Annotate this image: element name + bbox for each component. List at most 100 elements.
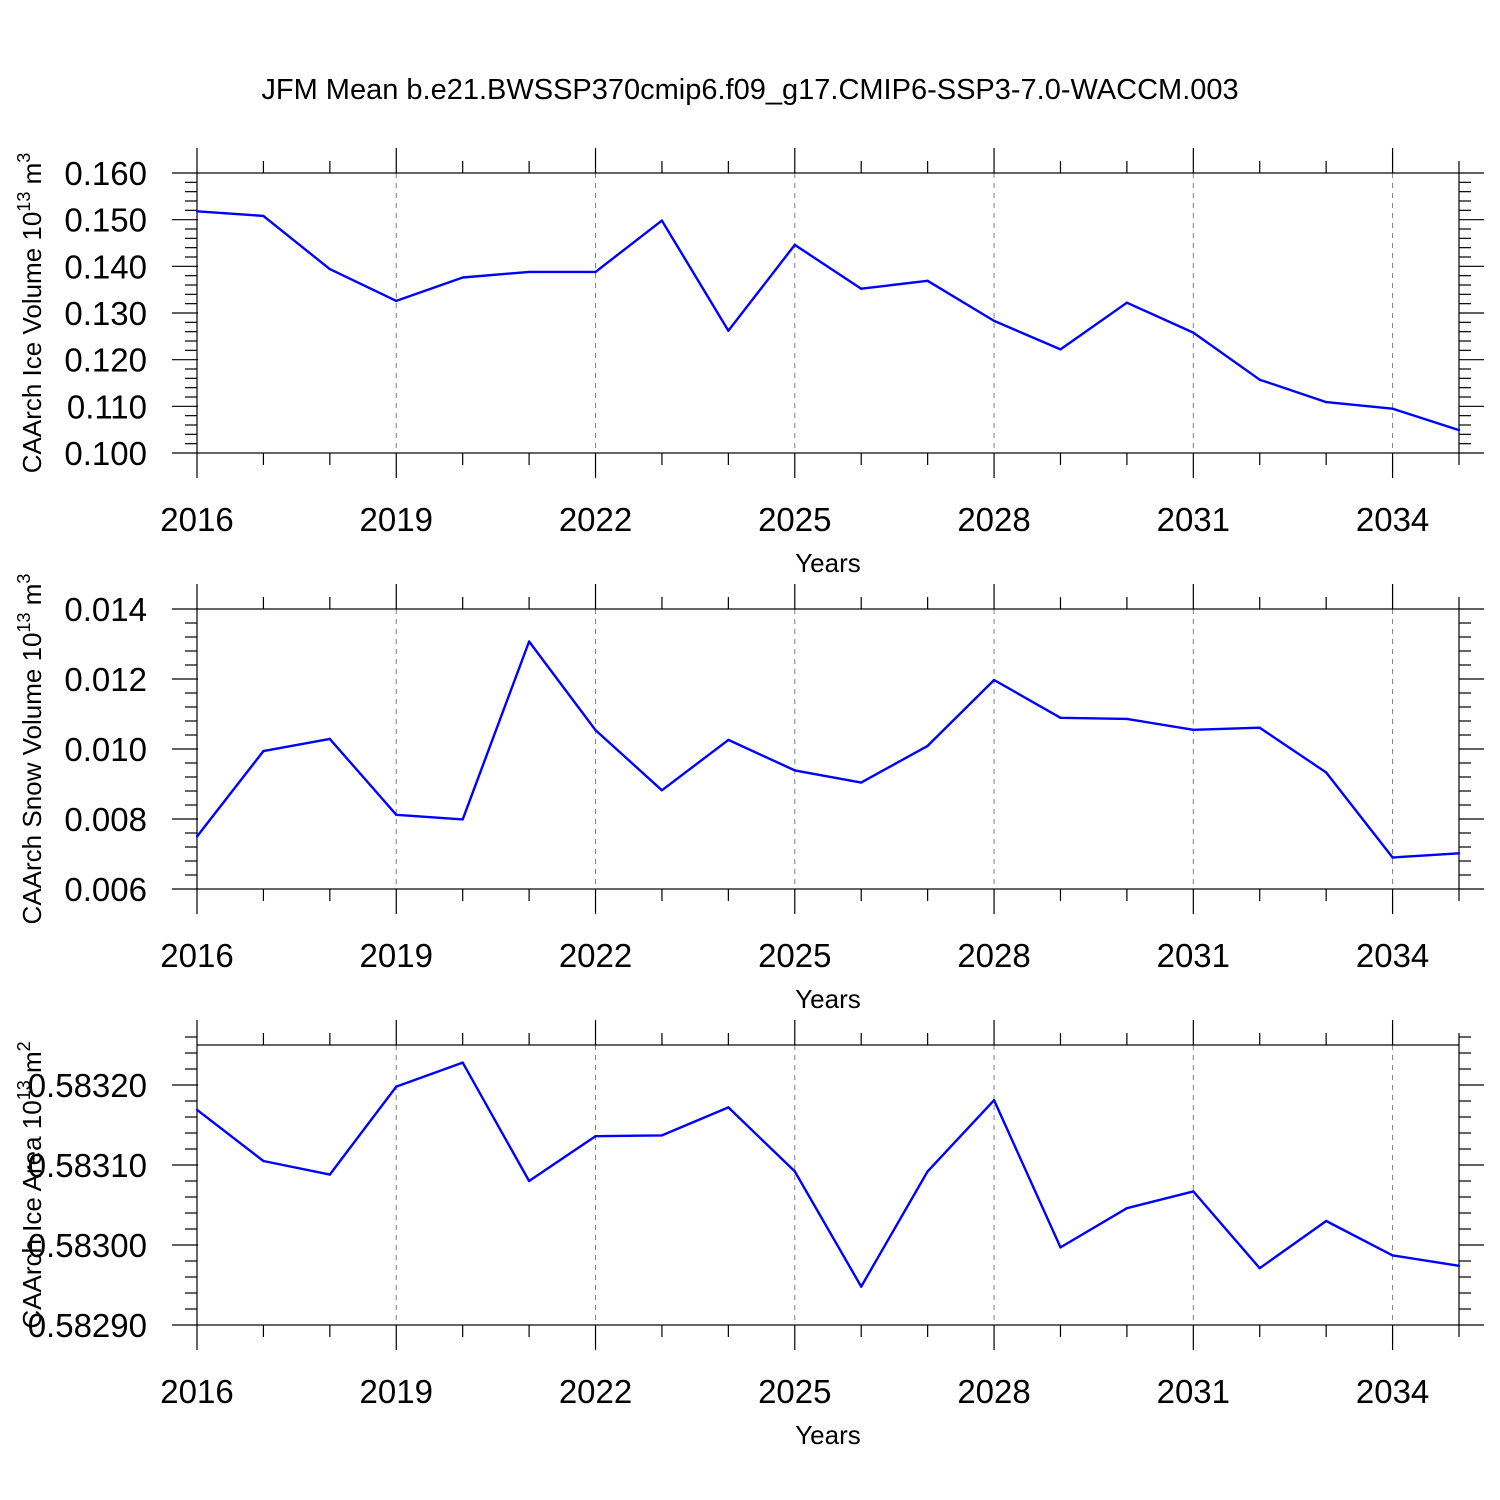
y-axis-label-unit: m — [17, 1051, 47, 1080]
x-tick-label: 2025 — [758, 937, 831, 974]
data-point — [1059, 1246, 1062, 1249]
x-tick-label: 2031 — [1157, 1373, 1230, 1410]
x-tick-label: 2025 — [758, 1373, 831, 1410]
data-point — [1125, 1207, 1129, 1210]
y-tick-label: 0.58310 — [28, 1147, 147, 1184]
panel-1: 2016 2019 2022 2025 2028 2031 2034 0.100 0.110 0.… — [14, 148, 1484, 578]
y-tick-label: 0.58290 — [28, 1307, 147, 1344]
data-point — [594, 270, 597, 274]
y-tick-label: 0.160 — [64, 155, 147, 192]
panel-2: 2016 2019 2022 2025 2028 2031 2034 0.006 0.008 0.… — [14, 574, 1484, 1014]
data-point — [992, 678, 996, 682]
data-point — [1125, 717, 1129, 721]
data-point — [1258, 726, 1261, 729]
data-point — [860, 1285, 863, 1288]
data-point — [992, 319, 996, 323]
y-tick-label: 0.120 — [64, 342, 147, 379]
x-tick-label: 2028 — [957, 937, 1030, 974]
x-tick-label: 2022 — [559, 501, 632, 538]
plot-frame — [196, 172, 1460, 454]
x-tick-label: 2019 — [360, 501, 433, 538]
data-point — [594, 728, 597, 732]
y-axis-label-exponent: 13 — [14, 612, 34, 632]
y-axis-label-unit: m — [17, 584, 47, 613]
data-point — [793, 243, 796, 247]
y-axis-label-text: CAArch Ice Area 10 — [17, 1100, 47, 1328]
data-point — [793, 769, 796, 772]
y-axis-label-text: CAArch Snow Volume 10 — [17, 633, 47, 925]
y-tick-label: 0.008 — [64, 801, 147, 838]
data-point — [1059, 348, 1062, 351]
x-tick-label: 2031 — [1157, 937, 1230, 974]
data-point — [1258, 378, 1261, 381]
data-point — [1192, 728, 1195, 731]
data-point — [328, 1173, 332, 1176]
data-point — [195, 835, 199, 838]
y-tick-label: 0.58300 — [28, 1227, 147, 1264]
data-point — [1391, 407, 1394, 410]
data-point — [992, 1099, 996, 1102]
series-line — [196, 640, 1460, 859]
data-point — [1324, 771, 1328, 774]
y-tick-label: 0.110 — [67, 388, 147, 425]
x-tick-label: 2028 — [957, 1373, 1030, 1410]
x-tick-label: 2031 — [1157, 501, 1230, 538]
x-tick-label: 2022 — [559, 937, 632, 974]
data-point — [395, 813, 398, 816]
data-point — [1457, 428, 1461, 432]
panel-3: 2016 2019 2022 2025 2028 2031 2034 0.58290 0.583… — [14, 1020, 1484, 1450]
x-tick-label: 2019 — [360, 1373, 433, 1410]
data-point — [328, 267, 332, 271]
data-point — [860, 781, 863, 784]
x-axis-label: Years — [795, 984, 861, 1014]
x-tick-label: 2016 — [160, 501, 233, 538]
x-tick-label: 2025 — [758, 501, 831, 538]
data-point — [1258, 1267, 1261, 1270]
data-point — [1125, 301, 1129, 304]
data-point — [1391, 1254, 1394, 1257]
data-point — [395, 1085, 398, 1088]
y-axis-label-unit-exponent: 3 — [14, 153, 34, 163]
x-tick-label: 2034 — [1356, 1373, 1429, 1410]
y-axis-label: CAArch Ice Area 1013 m2 — [14, 1041, 47, 1328]
x-tick-label: 2016 — [160, 937, 233, 974]
plot-frame — [196, 1044, 1460, 1326]
y-axis-label-text: CAArch Ice Volume 10 — [17, 212, 47, 474]
y-tick-label: 0.130 — [64, 295, 147, 332]
data-point — [660, 219, 664, 222]
data-point — [461, 276, 464, 279]
data-point — [262, 749, 265, 753]
data-point — [660, 789, 664, 792]
x-axis-label: Years — [795, 548, 861, 578]
data-point — [727, 329, 730, 332]
y-axis-label: CAArch Snow Volume 1013 m3 — [14, 574, 47, 925]
data-point — [395, 299, 398, 303]
data-point — [660, 1134, 664, 1137]
data-point — [926, 279, 929, 282]
data-point — [1192, 331, 1195, 334]
y-tick-label: 0.014 — [64, 591, 147, 628]
data-point — [793, 1170, 796, 1173]
data-point — [1457, 1264, 1461, 1268]
series-line — [196, 1061, 1460, 1288]
data-point — [527, 1179, 531, 1183]
data-point — [1324, 1219, 1328, 1223]
data-point — [461, 1061, 464, 1064]
data-point — [1391, 856, 1394, 859]
y-axis-label-exponent: 13 — [14, 192, 34, 212]
y-tick-label: 0.006 — [64, 871, 147, 908]
y-tick-label: 0.010 — [64, 731, 147, 768]
data-point — [594, 1135, 597, 1138]
y-tick-label: 0.012 — [64, 661, 147, 698]
data-point — [527, 640, 531, 643]
data-point — [328, 737, 332, 741]
y-axis-label-unit-exponent: 3 — [14, 574, 34, 584]
x-tick-label: 2016 — [160, 1373, 233, 1410]
x-axis-label: Years — [795, 1420, 861, 1450]
y-axis-label-unit: m — [17, 163, 47, 192]
data-point — [1059, 716, 1062, 720]
y-axis-label-exponent: 13 — [14, 1080, 34, 1100]
y-tick-label: 0.58320 — [28, 1067, 147, 1104]
y-tick-label: 0.150 — [64, 202, 147, 239]
